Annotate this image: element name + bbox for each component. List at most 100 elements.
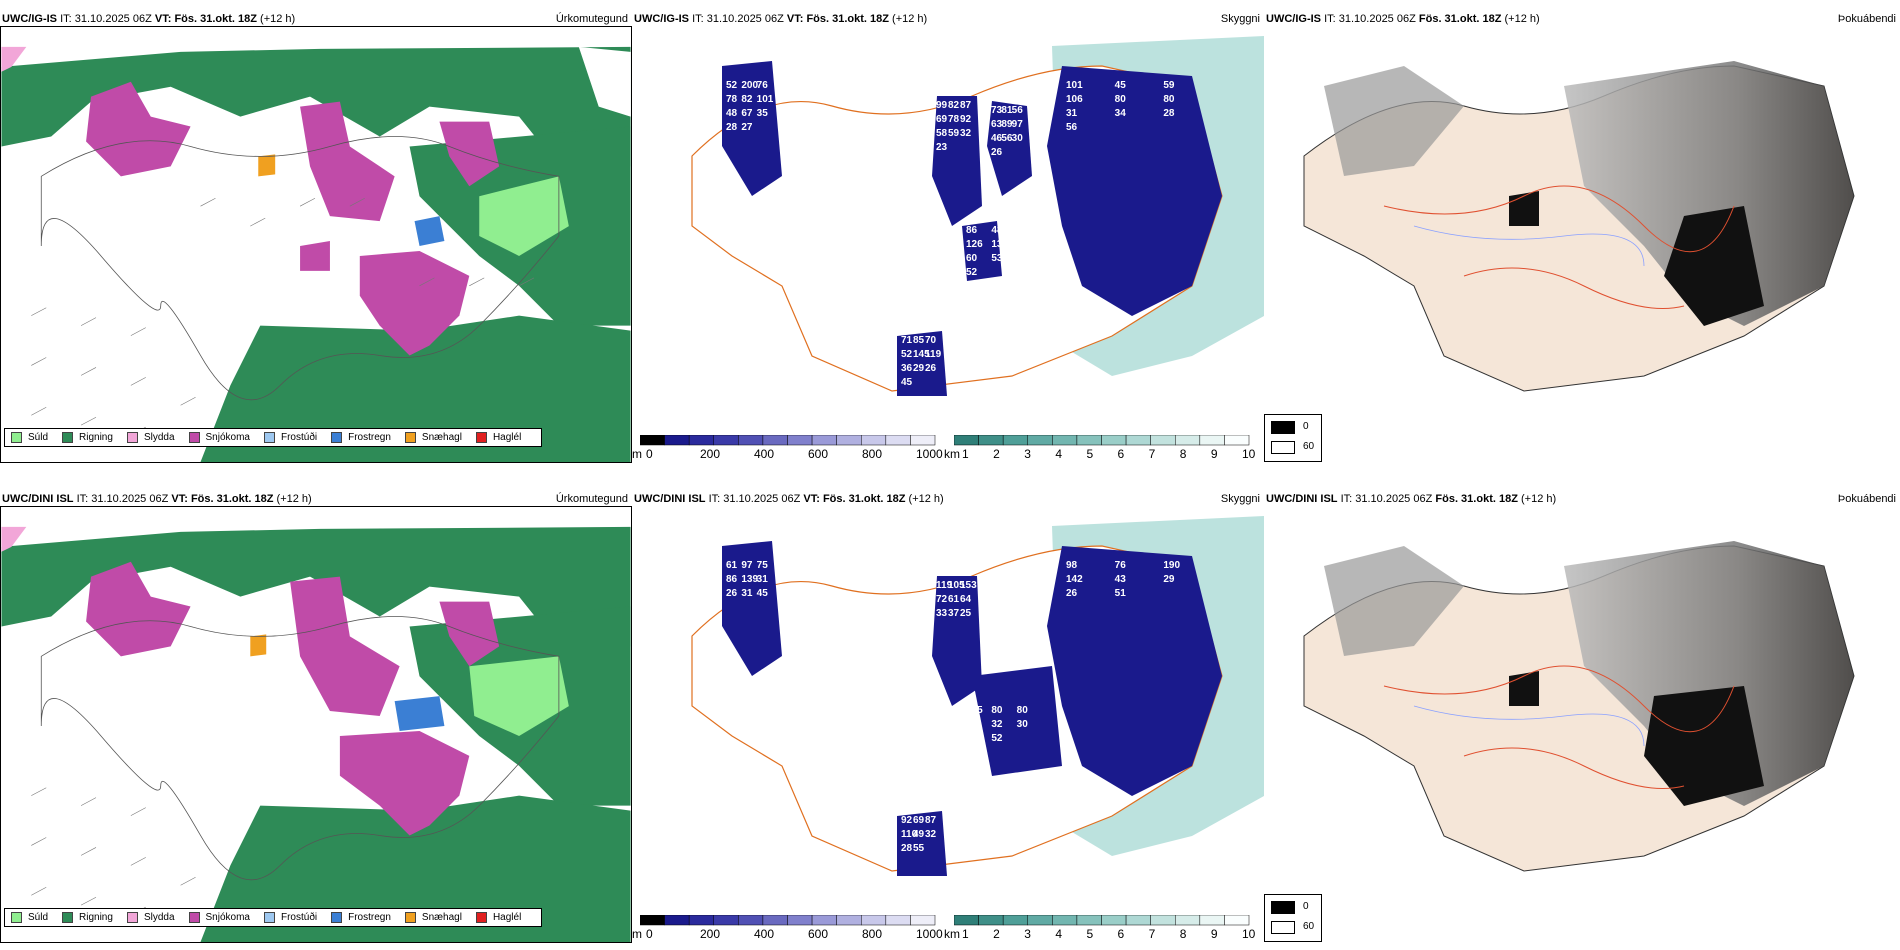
legend-label: Snæhagl <box>421 432 462 443</box>
cloud-height-label: 60 <box>966 253 978 264</box>
cloud-height-label: 52 <box>901 349 913 360</box>
cloud-height-label: 26 <box>991 147 1003 158</box>
cloud-height-label: 72 <box>936 594 948 605</box>
colorbar-tick: 3 <box>1024 927 1031 941</box>
cloud-height-label: 85 <box>913 335 925 346</box>
row1-height-colorbar: m 0 200 400 600 800 1000 <box>632 435 943 461</box>
cloud-height-label: 61 <box>948 594 960 605</box>
legend-swatch <box>263 912 275 923</box>
legend-label: Snæhagl <box>421 912 462 923</box>
cloud-height-label: 25 <box>1017 253 1029 264</box>
legend-label: Haglél <box>492 912 522 923</box>
legend-label: Frostúði <box>280 432 318 443</box>
cloud-height-label: 65 <box>1017 239 1029 250</box>
colorbar-tick: 400 <box>754 927 775 941</box>
row2-dark-legend: 0 60 <box>1264 894 1322 942</box>
legend-item-6: Snæhagl <box>404 912 462 923</box>
colorbar-cell <box>738 435 764 446</box>
colorbar-tick: 800 <box>862 447 883 461</box>
row2-precip-panel: UWC/DINI ISL IT: 31.10.2025 06Z VT: Fös.… <box>0 490 632 943</box>
colorbar-cell <box>640 435 665 446</box>
legend-label: Frostúði <box>280 912 318 923</box>
legend-label: Rigning <box>79 432 113 443</box>
legend-swatch <box>62 432 74 443</box>
cloud-height-label: 43 <box>1115 574 1127 585</box>
colorbar-cell <box>910 435 936 446</box>
cloud-height-label: 82 <box>741 94 753 105</box>
cloud-height-label: 99 <box>936 100 948 111</box>
colorbar-cell <box>1027 915 1053 926</box>
cloud-height-label: 52 <box>966 267 978 278</box>
cloud-height-label: 48 <box>1001 585 1013 596</box>
legend-item-4: Frostúði <box>263 432 318 443</box>
cloud-height-label: 87 <box>925 815 937 826</box>
legend-item-6: Snæhagl <box>404 432 462 443</box>
colorbar-cell <box>1101 435 1127 446</box>
cloud-height-label: 73 <box>991 105 1003 116</box>
colorbar-cell <box>836 915 862 926</box>
colorbar-tick: 6 <box>1117 927 1125 941</box>
colorbar-tick: 400 <box>754 447 775 461</box>
row2-cloud-map: 61 119 77 98 105 92 97 105 48 76 80 69 75 153 129 190 80… <box>632 506 1264 924</box>
legend-item-5: Frostregn <box>331 432 391 443</box>
colorbar-cell <box>1052 915 1078 926</box>
legend-label: Rigning <box>79 912 113 923</box>
row1-dark-panel: UWC/IG-IS IT: 31.10.2025 06Z Fös. 31.okt… <box>1264 10 1900 462</box>
colorbar-tick: 2 <box>993 927 1000 941</box>
legend-item-3: Snjókoma <box>188 912 250 923</box>
legend-label: Haglél <box>492 432 522 443</box>
cloud-height-label: 53 <box>991 253 1003 264</box>
legend-item-7: Haglél <box>475 432 522 443</box>
cloud-height-label: 153 <box>960 580 977 591</box>
cloud-height-label: 98 <box>1066 560 1078 571</box>
colorbar-cell <box>1002 915 1029 926</box>
cloud-height-label: 56 <box>1012 105 1024 116</box>
cloud-height-label: 139 <box>741 574 758 585</box>
cloud-height-label: 30 <box>1012 133 1024 144</box>
cloud-height-label: 101 <box>1066 80 1083 91</box>
row1-cloud-header: UWC/IG-IS IT: 31.10.2025 06Z VT: Fös. 31… <box>634 13 928 25</box>
cloud-height-label: 48 <box>1012 599 1024 610</box>
colorbar-cell <box>713 915 739 926</box>
legend-label: Slydda <box>143 912 175 923</box>
colorbar-cell <box>861 915 887 926</box>
cloud-height-label: 31 <box>1066 108 1078 119</box>
cloud-height-label: 32 <box>925 829 937 840</box>
cloud-height-label: 126 <box>966 239 983 250</box>
colorbar-cell <box>1101 915 1127 926</box>
colorbar-tick: 4 <box>1055 447 1063 461</box>
cloud-height-label: 82 <box>948 100 960 111</box>
colorbar-tick: 800 <box>862 927 883 941</box>
cloud-height-label: 121 <box>1017 225 1034 236</box>
colorbar-cell <box>1199 915 1225 926</box>
colorbar-tick: 600 <box>808 927 829 941</box>
row2-precip-header: UWC/DINI ISL IT: 31.10.2025 06Z VT: Fös.… <box>2 493 312 505</box>
colorbar-tick: 9 <box>1210 927 1218 941</box>
cloud-height-label: 27 <box>741 122 753 133</box>
colorbar-cell <box>664 435 690 446</box>
legend-item-7: Haglél <box>475 912 522 923</box>
row2-dark-panel: UWC/DINI ISL IT: 31.10.2025 06Z Fös. 31.… <box>1264 490 1900 942</box>
cloud-height-label: 61 <box>726 560 738 571</box>
legend-label: Súld <box>28 432 49 443</box>
cloud-height-label: 69 <box>1001 613 1013 624</box>
colorbar-tick: 1000 <box>916 447 943 461</box>
cloud-height-label: 77 <box>991 585 1003 596</box>
legend-item-2: Slydda <box>126 432 175 443</box>
cloud-height-label: 75 <box>966 719 978 730</box>
cloud-height-label: 32 <box>960 128 972 139</box>
colorbar-cell <box>1076 435 1102 446</box>
row2-precip-map <box>0 506 632 943</box>
cloud-height-label: 89 <box>1001 119 1013 130</box>
cloud-height-label: 48 <box>991 225 1003 236</box>
colorbar-cell <box>1076 915 1102 926</box>
cloud-height-label: 56 <box>1001 133 1013 144</box>
colorbar-cell <box>688 915 715 926</box>
row1-precip-panel: UWC/IG-IS IT: 31.10.2025 06Z VT: Fös. 31… <box>0 10 632 463</box>
legend-item-4: Frostúði <box>263 912 318 923</box>
cloud-height-label: 23 <box>936 142 948 153</box>
colorbar-cell <box>1175 915 1201 926</box>
cloud-height-label: 28 <box>726 122 738 133</box>
cloud-height-label: 28 <box>901 843 913 854</box>
colorbar-tick: 2 <box>993 447 1000 461</box>
